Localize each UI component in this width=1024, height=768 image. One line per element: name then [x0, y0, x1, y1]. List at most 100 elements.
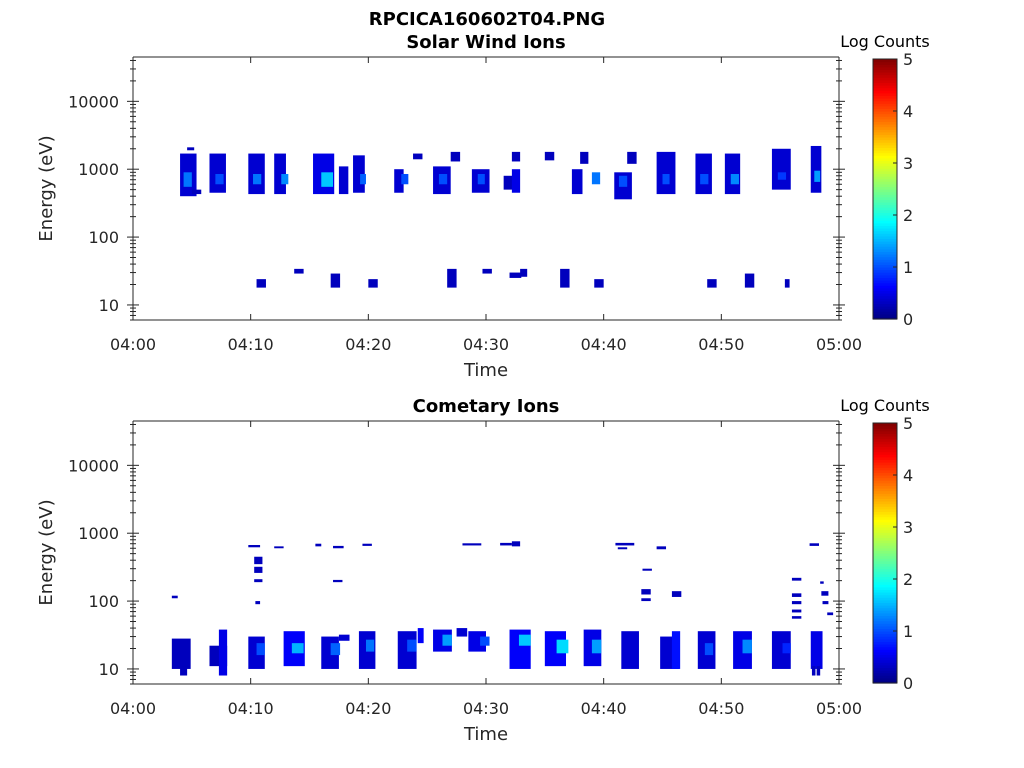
heatmap-cell [413, 153, 423, 160]
colorbar-segment [873, 612, 897, 616]
colorbar-segment [873, 540, 897, 544]
colorbar-segment [873, 620, 897, 624]
y-axis-label: Energy (eV) [36, 499, 57, 605]
colorbar-segment [873, 490, 897, 494]
colorbar-segment [873, 100, 897, 104]
colorbar-segment [873, 139, 897, 143]
heatmap-cell [368, 279, 378, 288]
colorbar-segment [873, 246, 897, 250]
colorbar-segment [873, 103, 897, 107]
colorbar-segment [873, 272, 897, 276]
heatmap-cell [810, 631, 823, 669]
colorbar-segment [873, 79, 897, 83]
colorbar-segment [873, 85, 897, 89]
colorbar-segment [873, 238, 897, 242]
colorbar-segment [873, 220, 897, 224]
colorbar-segment [873, 506, 897, 510]
heatmap-cell [560, 268, 570, 288]
colorbar-segment [873, 95, 897, 99]
colorbar-tick-label: 0 [903, 674, 913, 693]
heatmap-cell [814, 170, 821, 182]
colorbar-segment [873, 105, 897, 109]
heatmap-cell [500, 542, 512, 546]
colorbar-segment [873, 443, 897, 447]
colorbar-segment [873, 659, 897, 663]
colorbar-segment [873, 215, 897, 219]
heatmap-cell [724, 153, 741, 195]
heatmap-cell [450, 151, 461, 162]
heatmap-cell [821, 591, 829, 596]
heatmap-cell [315, 543, 322, 547]
heatmap-cell [662, 173, 670, 185]
colorbar-segment [873, 586, 897, 590]
colorbar-segment [873, 290, 897, 294]
heatmap-cell [594, 279, 604, 288]
heatmap-cell [784, 279, 790, 288]
colorbar-segment [873, 121, 897, 125]
heatmap-cell [254, 579, 263, 583]
colorbar-segment [873, 438, 897, 442]
colorbar-segment [873, 178, 897, 182]
colorbar-segment [873, 111, 897, 115]
colorbar-segment [873, 670, 897, 674]
heatmap-cell [503, 175, 514, 190]
y-axis-label: Energy (eV) [36, 135, 57, 241]
colorbar-segment [873, 584, 897, 588]
heatmap-cell [617, 547, 628, 550]
colorbar-segment [873, 542, 897, 546]
colorbar-segment [873, 124, 897, 128]
heatmap-cell [255, 601, 261, 605]
colorbar-segment [873, 680, 897, 684]
heatmap-cell [330, 643, 341, 656]
colorbar-tick-label: 5 [903, 414, 913, 433]
heatmap-cell [641, 598, 651, 602]
heatmap-cell [695, 153, 712, 195]
colorbar-segment [873, 649, 897, 653]
colorbar-tick-label: 0 [903, 310, 913, 329]
colorbar-segment [873, 186, 897, 190]
heatmap-cell [816, 666, 821, 676]
x-tick-label: 05:00 [816, 699, 862, 718]
colorbar-segment [873, 563, 897, 567]
x-tick-label: 04:50 [698, 699, 744, 718]
heatmap-cell [248, 545, 261, 548]
colorbar-segment [873, 472, 897, 476]
colorbar-segment [873, 579, 897, 583]
heatmap-cell [656, 546, 667, 550]
colorbar-segment [873, 233, 897, 237]
colorbar-segment [873, 646, 897, 650]
heatmap-cell [338, 166, 349, 195]
colorbar-segment [873, 662, 897, 666]
colorbar-tick-label: 4 [903, 102, 913, 121]
heatmap-cell [810, 145, 822, 193]
heatmap-cell [811, 666, 816, 676]
colorbar-frame [872, 58, 898, 320]
heatmap-cell [615, 542, 635, 546]
colorbar-segment [873, 77, 897, 81]
colorbar-segment [873, 181, 897, 185]
colorbar-segment [873, 134, 897, 138]
colorbar-segment [873, 602, 897, 606]
colorbar-segment [873, 152, 897, 156]
colorbar-segment [873, 61, 897, 65]
colorbar-segment [873, 498, 897, 502]
x-tick-label: 04:30 [463, 699, 509, 718]
colorbar-segment [873, 482, 897, 486]
colorbar-segment [873, 225, 897, 229]
heatmap-cell [820, 581, 824, 584]
colorbar-segment [873, 168, 897, 172]
heatmap-cell [171, 638, 191, 669]
colorbar-segment [873, 285, 897, 289]
heatmap-cell [791, 609, 802, 613]
heatmap-cell [477, 173, 485, 185]
heatmap-cell [183, 172, 192, 187]
colorbar-segment [873, 129, 897, 133]
heatmap-cell [704, 643, 714, 656]
colorbar-segment [873, 467, 897, 471]
colorbar-segment [873, 241, 897, 245]
heatmap-cell [791, 616, 802, 619]
y-tick-label: 100 [88, 592, 119, 611]
heatmap-cell [671, 591, 682, 597]
heatmap-cell [571, 169, 583, 195]
